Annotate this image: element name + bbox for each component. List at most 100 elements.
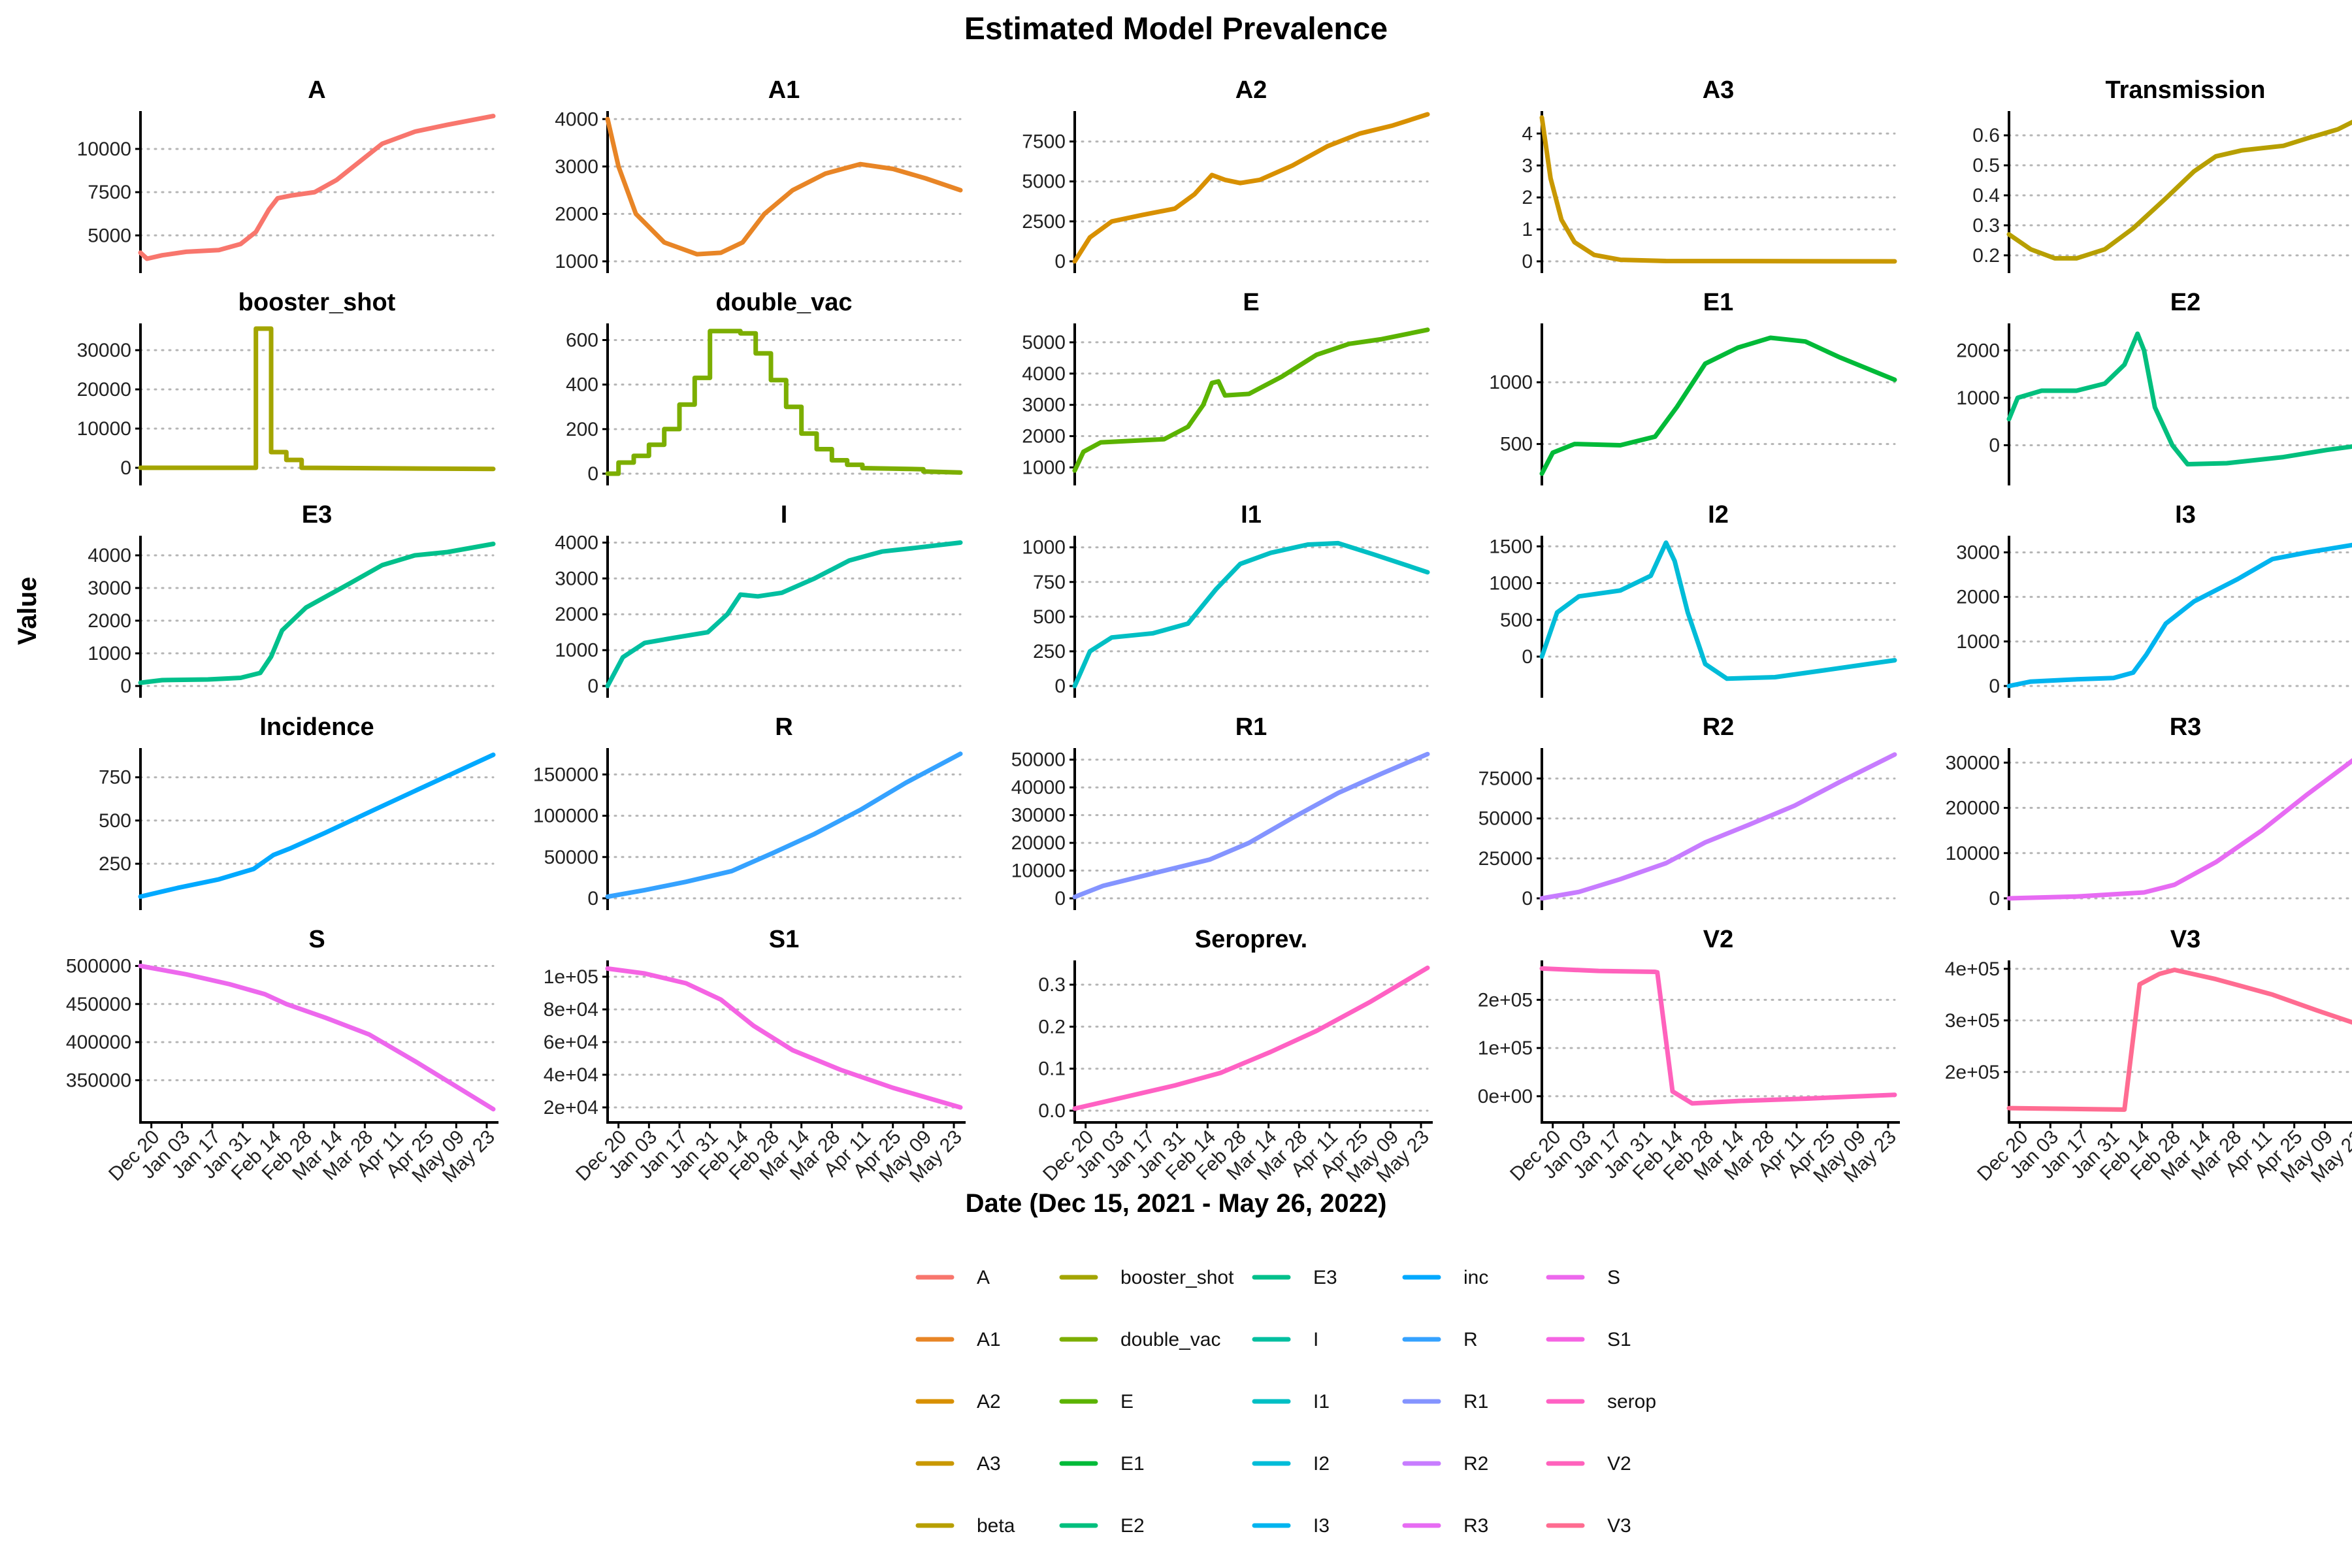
legend-label: E1: [1120, 1453, 1145, 1475]
series-line-a3: [1539, 115, 1897, 264]
panel-title: R2: [1703, 713, 1735, 741]
y-tick-label: 30000: [1946, 752, 2000, 774]
legend-label: inc: [1463, 1267, 1488, 1288]
series-line-s1: [605, 966, 963, 1110]
y-tick-label: 0: [1054, 676, 1066, 697]
legend-label: serop: [1607, 1391, 1656, 1413]
series-line-booster-shot: [138, 326, 496, 472]
y-tick-label: 10000: [77, 139, 131, 160]
panel-title: E1: [1703, 289, 1733, 316]
y-tick-label: 2000: [555, 203, 598, 225]
y-tick-label: 750: [99, 767, 131, 789]
legend-label: E: [1120, 1391, 1134, 1413]
legend-label: R2: [1463, 1453, 1488, 1475]
y-tick-label: 350000: [66, 1070, 131, 1091]
legend-label: V3: [1607, 1515, 1631, 1537]
y-tick-label: 40000: [1011, 777, 1066, 798]
legend-label: I1: [1313, 1391, 1330, 1413]
y-tick-label: 0: [587, 888, 598, 909]
panel-title: A2: [1235, 76, 1267, 104]
series-line-r3: [2006, 758, 2352, 901]
legend-item: I2: [1252, 1453, 1330, 1475]
y-tick-label: 75000: [1478, 768, 1533, 790]
y-tick-label: 4: [1522, 123, 1533, 144]
panel-title: S1: [769, 926, 799, 953]
y-tick-label: 400: [566, 374, 598, 396]
y-tick-label: 5000: [88, 225, 131, 246]
y-tick-label: 10000: [77, 418, 131, 440]
y-tick-label: 1000: [1956, 387, 2000, 409]
y-tick-label: 4000: [555, 532, 598, 553]
panel-i2: I2 0 500 1000 1500: [1489, 501, 1897, 698]
series-line-i1: [1072, 540, 1430, 689]
y-tick-label: 30000: [77, 340, 131, 361]
y-tick-label: 0.0: [1038, 1100, 1066, 1122]
y-tick-label: 2e+05: [1945, 1062, 2000, 1083]
legend-item: serop: [1546, 1391, 1656, 1413]
y-tick-label: 2500: [1022, 211, 1066, 233]
y-tick-label: 4000: [555, 108, 598, 130]
y-tick-label: 1000: [1489, 372, 1533, 393]
legend-item: beta: [915, 1515, 1015, 1537]
legend-item: S: [1546, 1267, 1620, 1288]
panel-i1: I1 0 250 500 750 1000: [1022, 501, 1430, 698]
panel-i: I 0 1000 2000 3000 4000: [555, 501, 963, 698]
legend-label: E3: [1313, 1267, 1337, 1288]
y-tick-label: 20000: [1946, 798, 2000, 819]
legend-item: E: [1059, 1391, 1134, 1413]
legend-item: E3: [1252, 1267, 1337, 1288]
series-line-e1: [1539, 335, 1897, 476]
y-tick-label: 50000: [1011, 749, 1066, 771]
y-tick-label: 1000: [1489, 573, 1533, 595]
legend-label: S1: [1607, 1329, 1631, 1350]
panel-double-vac: double_vac 0 200 400 600: [566, 289, 963, 485]
panel-i3: I3 0 1000 2000 3000: [1956, 501, 2352, 698]
legend-label: I: [1313, 1329, 1318, 1350]
legend-item: E2: [1059, 1515, 1145, 1537]
y-tick-label: 1000: [555, 640, 598, 661]
y-tick-label: 1000: [88, 643, 131, 664]
y-tick-label: 150000: [533, 764, 598, 785]
y-tick-label: 0: [1522, 646, 1533, 668]
series-line-a2: [1072, 112, 1430, 264]
legend-label: A2: [977, 1391, 1001, 1413]
panel-title: A1: [768, 76, 800, 104]
legend-item: R1: [1402, 1391, 1488, 1413]
panel-title: Incidence: [259, 713, 374, 741]
y-tick-label: 0.1: [1038, 1058, 1066, 1080]
panel-title: E2: [2170, 289, 2200, 316]
legend-item: S1: [1546, 1329, 1631, 1350]
panel-transmission: Transmission 0.2 0.3 0.4 0.5 0.6: [1972, 76, 2352, 273]
y-tick-label: 10000: [1946, 843, 2000, 864]
legend: A A1 A2 A3 beta booster_shot double_vac E E1 E2 E3…: [915, 1267, 1656, 1537]
y-tick-label: 3000: [1022, 395, 1066, 416]
series-line-v3: [2006, 968, 2352, 1112]
panel-title: E: [1243, 289, 1259, 316]
y-tick-label: 2000: [1956, 340, 2000, 361]
panel-r: R 0 50000 100000 150000: [533, 713, 963, 910]
legend-item: R: [1402, 1329, 1478, 1350]
y-tick-label: 1e+05: [1478, 1037, 1533, 1059]
y-tick-label: 2e+04: [544, 1097, 598, 1119]
panel-e2: E2 0 1000 2000: [1956, 289, 2352, 485]
panel-r2: R2 0 25000 50000 75000: [1478, 713, 1897, 910]
y-tick-label: 7500: [1022, 131, 1066, 153]
y-tick-label: 0: [587, 676, 598, 697]
legend-label: A: [977, 1267, 990, 1288]
series-line-r2: [1539, 752, 1897, 901]
y-tick-label: 3000: [1956, 542, 2000, 563]
y-tick-label: 0: [1989, 434, 2000, 456]
panel-a2: A2 0 2500 5000 7500: [1022, 76, 1430, 273]
panel-a3: A3 0 1 2 3 4: [1522, 76, 1897, 273]
y-tick-label: 50000: [544, 847, 598, 868]
x-axis-title: Date (Dec 15, 2021 - May 26, 2022): [966, 1189, 1387, 1218]
y-tick-label: 2000: [1956, 587, 2000, 608]
y-tick-label: 0.2: [1972, 245, 2000, 267]
y-tick-label: 0.5: [1972, 155, 2000, 176]
panel-a: A 5000 7500 10000: [77, 76, 496, 273]
legend-item: A3: [915, 1453, 1001, 1475]
panel-title: E3: [302, 501, 332, 529]
y-tick-label: 0: [120, 676, 131, 697]
